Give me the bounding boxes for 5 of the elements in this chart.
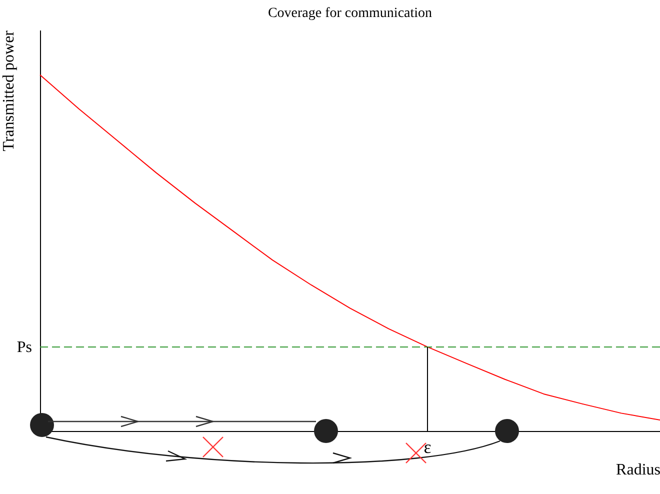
ref-line-label: Ps [16, 338, 32, 356]
text: ε [424, 437, 432, 457]
chart-title: Coverage for communication [268, 6, 432, 21]
x-axis-title: Radius [616, 462, 660, 478]
y-axis-title: Transmitted power [0, 30, 18, 152]
